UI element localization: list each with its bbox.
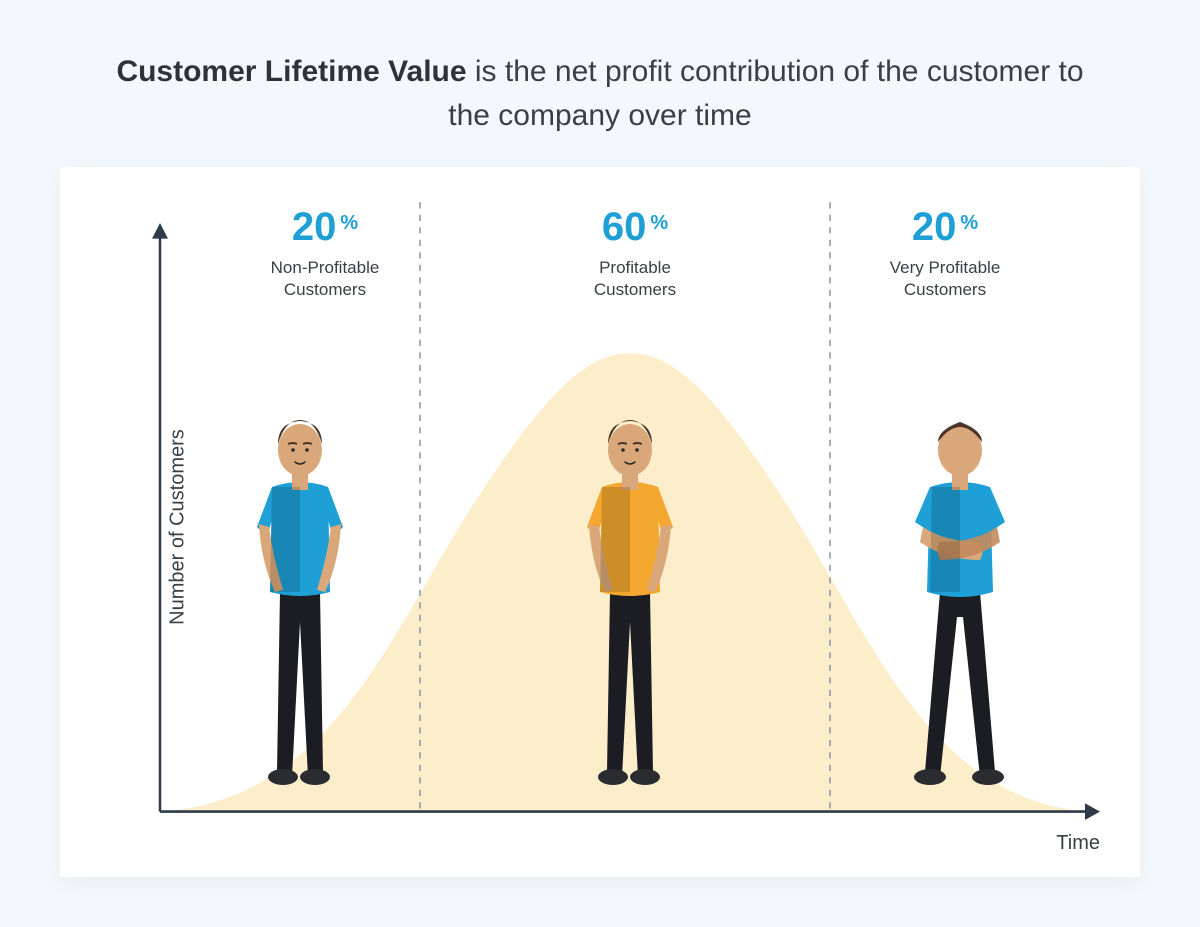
person-icon-2 (885, 392, 1035, 792)
people-layer (150, 197, 1110, 822)
page-container: Customer Lifetime Value is the net profi… (0, 0, 1200, 927)
person-icon-1 (555, 392, 705, 792)
title-rest: is the net profit contribution of the cu… (448, 55, 1083, 132)
chart-card: Number of Customers Time 20%Non-Profitab… (60, 167, 1140, 877)
x-axis-label: Time (1056, 832, 1100, 855)
title-bold: Customer Lifetime Value (116, 55, 466, 88)
person-icon-0 (225, 392, 375, 792)
chart-area: Number of Customers Time 20%Non-Profitab… (90, 197, 1110, 857)
page-title: Customer Lifetime Value is the net profi… (100, 50, 1100, 137)
